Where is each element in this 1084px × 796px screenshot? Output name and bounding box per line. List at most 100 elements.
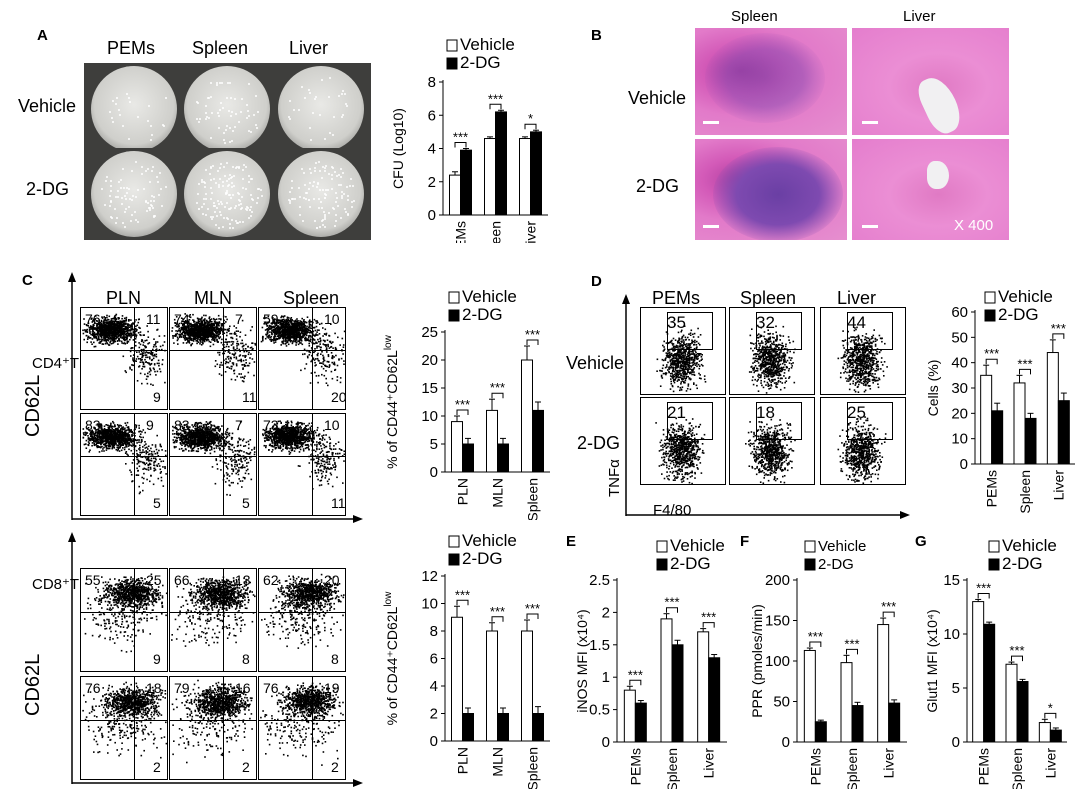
colony-dot: [210, 217, 213, 220]
y-tick-label: 12: [421, 568, 438, 585]
colony-dot: [137, 220, 140, 223]
category-label: MLN: [490, 478, 506, 508]
legend-label-2dg: 2-DG: [462, 305, 503, 324]
colony-dot: [225, 192, 228, 195]
colony-dot: [230, 114, 233, 117]
colony-dot: [350, 205, 353, 208]
flow-quadrant-plot: 73 10 11: [258, 413, 346, 516]
colony-dot: [337, 174, 340, 177]
y-tick-label: 5: [952, 680, 960, 697]
colony-dot: [300, 168, 303, 171]
panel-a-row-vehicle: Vehicle: [18, 96, 77, 116]
significance-bracket: [1011, 655, 1023, 662]
colony-dot: [227, 217, 230, 220]
significance-bracket: [491, 392, 504, 399]
colony-dot: [239, 199, 242, 202]
colony-dot: [154, 214, 157, 217]
y-tick-label: 60: [951, 304, 968, 321]
quadrant-value-lower-right: 2: [331, 759, 339, 775]
colony-dot: [110, 200, 113, 203]
colony-dot: [328, 132, 331, 135]
y-axis-label: Cells (%): [925, 360, 941, 417]
colony-dot: [201, 213, 204, 216]
bar-pems-vehicle: [449, 174, 461, 216]
y-tick-label: 15: [421, 380, 438, 397]
category-label: MLN: [490, 747, 506, 777]
category-label: PLN: [455, 478, 471, 505]
colony-dot: [328, 77, 331, 80]
significance-label: ***: [1051, 321, 1066, 336]
colony-dot: [141, 173, 144, 176]
colony-dot: [230, 139, 233, 142]
significance-label: ***: [490, 380, 505, 395]
colony-dot: [307, 188, 310, 191]
colony-dot: [203, 182, 206, 185]
colony-dot: [205, 192, 208, 195]
colony-dot: [305, 191, 308, 194]
colony-dot: [234, 98, 237, 101]
colony-dot: [123, 194, 126, 197]
quadrant-value-upper-left: 66: [174, 572, 190, 588]
colony-dot: [159, 187, 162, 190]
colony-dot: [226, 81, 229, 84]
colony-dot: [110, 216, 113, 219]
significance-label: ***: [455, 397, 470, 412]
colony-dot: [298, 187, 301, 190]
colony-dot: [127, 138, 130, 141]
colony-dot: [244, 165, 247, 168]
colony-dot: [351, 200, 354, 203]
colony-dot: [313, 97, 316, 100]
colony-dot: [147, 202, 150, 205]
colony-dot: [122, 168, 125, 170]
quadrant-value-lower-right: 8: [331, 651, 339, 667]
colony-dot: [231, 111, 234, 114]
panel-d-letter: D: [591, 273, 602, 290]
colony-dot: [196, 101, 199, 104]
tnf-positive-gate: [667, 312, 713, 350]
panel-a-letter: A: [37, 27, 48, 44]
colony-dot: [215, 215, 218, 218]
colony-dot: [255, 95, 258, 97]
legend-swatch-vehicle: [448, 535, 460, 548]
significance-bracket: [526, 339, 539, 345]
colony-dot: [151, 133, 154, 136]
panel-c-cd8-y-axis: CD62L: [22, 653, 44, 716]
colony-dot: [122, 222, 125, 225]
scatter-points: [84, 573, 167, 653]
category-label: Liver: [701, 748, 717, 779]
colony-dot: [165, 96, 168, 99]
significance-label: ***: [525, 327, 540, 342]
colony-dot: [228, 81, 231, 84]
bar-pems-2dg: [814, 721, 827, 743]
bar-spleen-vehicle: [521, 630, 533, 742]
colony-dot: [132, 194, 134, 197]
significance-bracket: [882, 611, 895, 618]
bar-liver-2dg: [708, 657, 721, 743]
colony-dot: [349, 184, 352, 187]
y-tick-label: 10: [421, 408, 438, 425]
colony-dot: [149, 208, 152, 211]
quadrant-gate-vertical: [223, 569, 224, 671]
culture-plate: [84, 63, 184, 155]
quadrant-gate-vertical: [223, 677, 224, 779]
colony-dot: [325, 165, 328, 168]
colony-dot: [197, 193, 200, 196]
quadrant-value-lower-right: 9: [153, 389, 161, 405]
colony-dot: [203, 202, 206, 205]
panel-d-axes-arrows: [622, 294, 910, 519]
quadrant-value-upper-left: 83: [85, 417, 101, 433]
colony-dot: [247, 216, 250, 219]
colony-dot: [327, 96, 330, 99]
category-label: PEMs: [627, 748, 643, 785]
y-tick-label: 0.5: [589, 702, 610, 719]
significance-bracket: [1019, 368, 1031, 375]
bar-pems-2dg: [991, 410, 1004, 465]
significance-bracket: [1044, 712, 1057, 719]
colony-dot: [345, 211, 348, 214]
colony-dot: [207, 96, 210, 99]
colony-dot: [245, 208, 248, 211]
colony-dot: [111, 117, 114, 120]
colony-dot: [288, 200, 291, 203]
colony-dot: [249, 194, 252, 196]
flow-quadrant-plot: 76 11 9: [80, 307, 168, 410]
